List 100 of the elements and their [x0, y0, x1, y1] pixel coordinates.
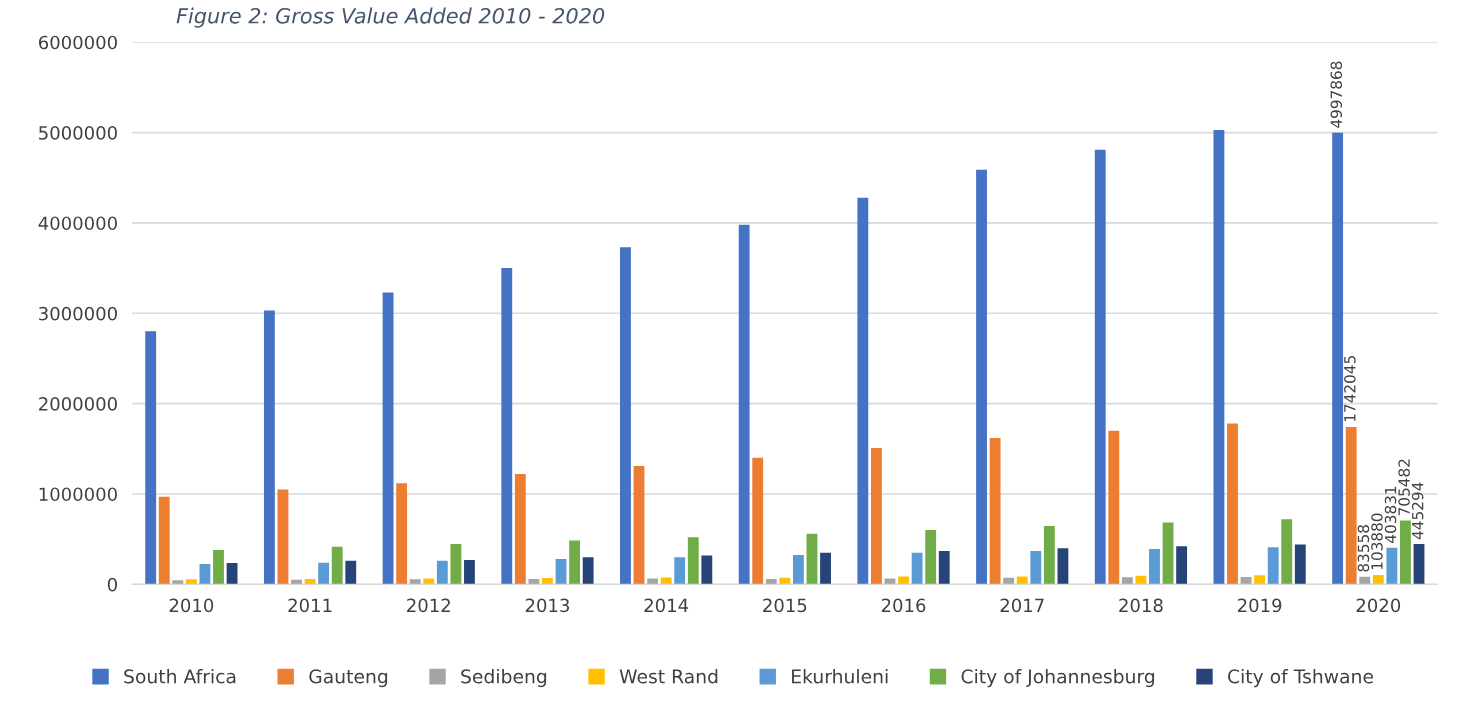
bar: [263, 310, 275, 585]
bar: [345, 560, 357, 585]
bar: [857, 197, 869, 585]
bar: [542, 578, 553, 585]
bar: [382, 292, 394, 585]
bar: [145, 331, 157, 585]
bar: [752, 457, 764, 585]
bar: [911, 552, 923, 585]
x-tick-label: 2014: [644, 598, 689, 613]
bar: [1149, 549, 1160, 585]
bar: [450, 544, 462, 585]
bar: [569, 540, 581, 585]
bar: [464, 559, 475, 585]
y-tick-label: 5000000: [39, 126, 117, 140]
bar: [199, 563, 211, 585]
bar: [1254, 575, 1266, 585]
legend-label: Sedibeng: [461, 668, 547, 688]
bar: [1400, 520, 1411, 585]
bar: [277, 489, 289, 585]
bar: [1345, 426, 1357, 585]
bar: [1043, 526, 1055, 585]
x-tick-label: 2019: [1237, 598, 1282, 613]
x-tick-label: 2015: [763, 598, 807, 613]
bar: [1294, 544, 1306, 585]
data-label: 1742045: [1344, 356, 1356, 422]
data-label: 103880: [1371, 513, 1383, 570]
bar: [884, 578, 896, 585]
legend-label: West Rand: [619, 668, 718, 684]
y-tick-label: 2000000: [39, 397, 117, 411]
x-tick-label: 2010: [169, 598, 214, 613]
bar: [1227, 423, 1238, 585]
bar: [213, 549, 224, 585]
bar: [226, 563, 238, 585]
bar: [701, 555, 713, 585]
bar: [514, 474, 526, 585]
bar: [792, 554, 804, 585]
x-tick-label: 2018: [1119, 598, 1163, 613]
bar: [738, 224, 750, 585]
x-tick-label: 2013: [525, 598, 569, 613]
bar: [291, 579, 302, 585]
bar: [436, 560, 448, 585]
y-tick-label: 4000000: [38, 216, 117, 231]
bar: [1359, 576, 1371, 585]
bar: [1213, 129, 1225, 585]
bar: [765, 578, 777, 585]
bar: [501, 268, 513, 585]
bar: [1267, 547, 1279, 585]
bar: [423, 578, 435, 585]
bar: [989, 437, 1001, 585]
bar: [1413, 544, 1425, 585]
bar: [1057, 548, 1069, 585]
bar: [172, 580, 184, 585]
data-label: 4997868: [1330, 61, 1343, 128]
legend-label: City of Tshwane: [1228, 668, 1373, 688]
bar: [318, 562, 330, 585]
bar: [409, 579, 421, 585]
bar: [555, 559, 567, 585]
bar: [1003, 577, 1015, 585]
legend-label: Gauteng: [309, 669, 388, 688]
bar: [1016, 576, 1028, 585]
bar: [528, 578, 540, 585]
bar: [620, 247, 631, 585]
legend-label: Ekurhuleni: [792, 668, 888, 684]
data-label: 83558: [1357, 525, 1370, 572]
chart-title: Figure 2: Gross Value Added 2010 - 2020: [176, 7, 605, 28]
bar: [870, 447, 882, 585]
bar: [1135, 575, 1147, 585]
bar: [1108, 430, 1120, 585]
legend-label: City of Johannesburg: [961, 668, 1155, 688]
x-tick-label: 2017: [1000, 598, 1044, 613]
bar: [687, 537, 699, 585]
bar: [806, 533, 818, 585]
x-tick-label: 2020: [1356, 598, 1401, 613]
bar: [1281, 519, 1293, 585]
bar: [938, 550, 950, 585]
y-tick-label: 0: [107, 577, 117, 592]
bar: [1030, 550, 1042, 585]
bar: [331, 546, 343, 585]
bar: [185, 579, 197, 585]
x-tick-label: 2012: [407, 598, 450, 613]
y-tick-label: 3000000: [39, 306, 117, 321]
y-tick-label: 1000000: [39, 487, 117, 502]
bar: [582, 557, 594, 585]
legend-label: South Africa: [124, 668, 236, 684]
bar: [1121, 577, 1133, 585]
x-tick-label: 2016: [881, 598, 926, 613]
bar: [396, 483, 408, 585]
bar: [1176, 546, 1188, 585]
y-tick-label: 6000000: [38, 35, 117, 50]
bar: [1372, 574, 1384, 585]
data-label: 705482: [1398, 459, 1410, 516]
x-tick-label: 2011: [288, 598, 332, 613]
bar: [1162, 522, 1174, 585]
bar: [633, 465, 645, 585]
bar: [779, 577, 791, 585]
data-label: 403831: [1384, 486, 1397, 543]
bar: [1094, 149, 1106, 585]
bar: [158, 496, 170, 585]
bar: [976, 169, 987, 585]
data-label: 445294: [1411, 482, 1424, 540]
